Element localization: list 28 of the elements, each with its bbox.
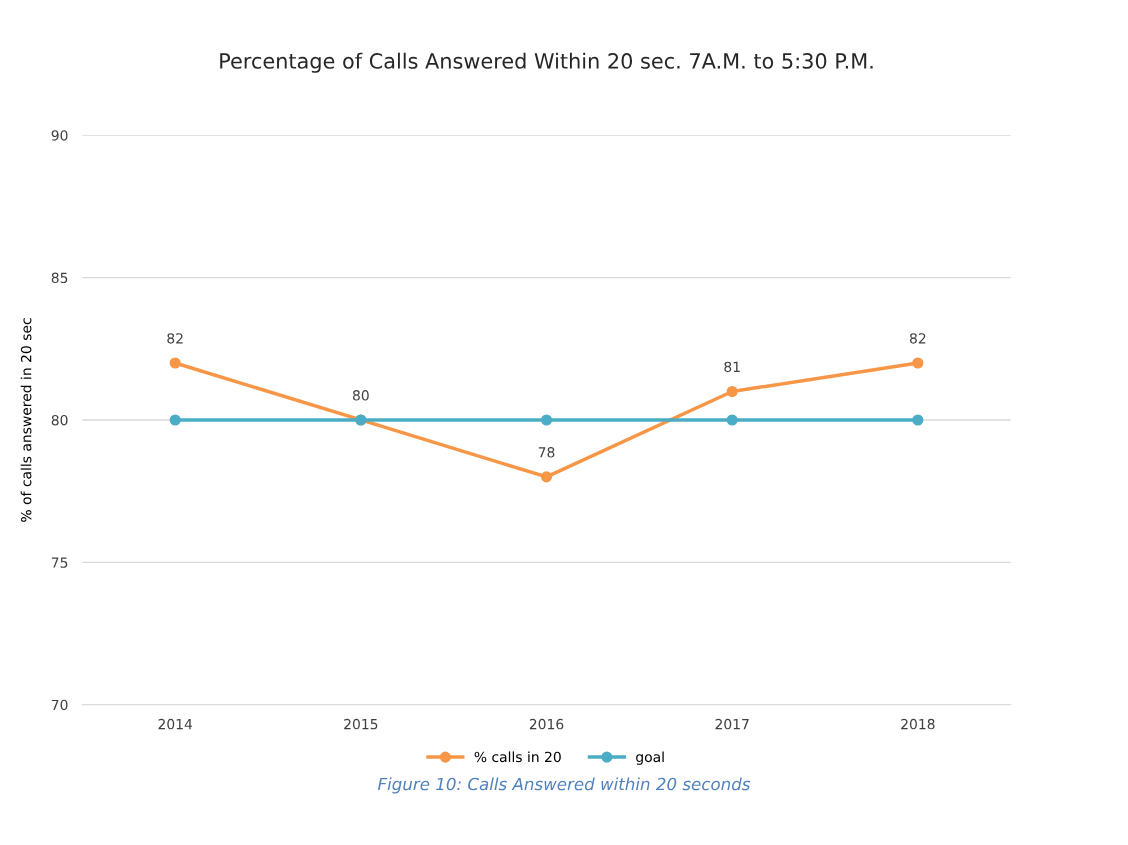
- caption: Figure 10: Calls Answered within 20 seconds: [377, 777, 751, 794]
- legend-label: % calls in 20: [474, 751, 561, 763]
- data-label: 82: [909, 333, 926, 344]
- x-tick-label: 2018: [901, 718, 935, 730]
- y-tick-label: 85: [51, 272, 68, 284]
- x-tick-label: 2017: [715, 718, 749, 730]
- y-tick-label: 80: [51, 414, 68, 426]
- point: [912, 414, 924, 426]
- data-label: 82: [167, 333, 183, 344]
- data-label: 80: [352, 390, 369, 401]
- y-axis-title: % of calls answered in 20 sec: [20, 318, 32, 522]
- point: [540, 414, 553, 426]
- data-label: 81: [724, 361, 740, 373]
- point: [169, 357, 181, 369]
- legend-label: goal: [636, 751, 664, 765]
- point: [726, 385, 738, 398]
- data-label: 78: [538, 447, 555, 458]
- x-tick-label: 2014: [158, 718, 193, 730]
- y-tick-label: 70: [51, 699, 68, 711]
- x-tick-label: 2016: [529, 718, 564, 730]
- y-tick-label: 90: [51, 130, 68, 141]
- y-tick-label: 75: [51, 557, 68, 568]
- point: [912, 357, 924, 369]
- point: [726, 414, 738, 426]
- point: [169, 414, 181, 426]
- x-tick-label: 2015: [344, 718, 378, 730]
- point: [540, 471, 553, 483]
- chart-title: Percentage of Calls Answered Within 20 sec. 7A.M. to 5:30 P.M.: [220, 52, 873, 73]
